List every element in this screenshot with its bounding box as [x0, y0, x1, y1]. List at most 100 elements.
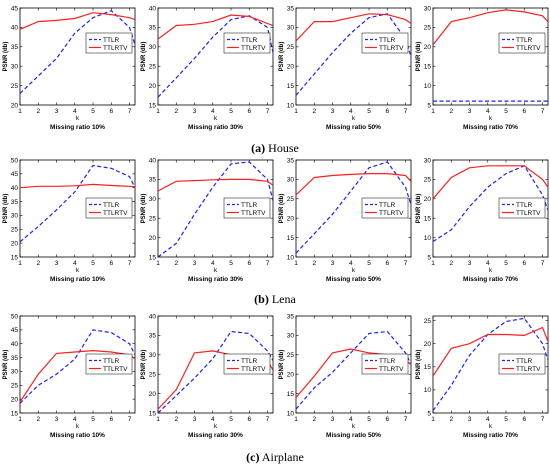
x-tick-label: 2 [312, 260, 316, 267]
legend-entry: TTLR [241, 37, 258, 44]
plot-area [295, 7, 412, 106]
x-tick-label: 1 [156, 108, 160, 115]
y-tick-label: 10 [287, 254, 295, 261]
chart-panel: 5 10 15 20 25 30 1 2 3 4 5 6 7 k Missing ratio 70% PSNR… [416, 157, 549, 283]
x-tick-label: 5 [229, 260, 233, 267]
x-tick-label: 2 [312, 108, 316, 115]
x-tick-label: 5 [367, 260, 371, 267]
y-tick-label: 20 [11, 396, 19, 403]
y-tick-label: 35 [11, 44, 19, 51]
y-tick-label: 35 [149, 25, 157, 32]
x-tick-label: 1 [431, 260, 435, 267]
legend-entry: TTLR [379, 37, 396, 44]
x-tick-label: 7 [266, 416, 270, 423]
y-tick-label: 15 [287, 391, 295, 398]
series-line-ttlr [433, 317, 548, 412]
y-tick-label: 20 [424, 196, 432, 203]
x-tick-label: 4 [211, 260, 215, 267]
x-tick-label: 1 [18, 260, 22, 267]
x-tick-label: 1 [18, 108, 22, 115]
chart-panel: 10 15 20 25 30 35 1 2 3 4 5 6 7 k Missing ratio 50% PSN… [279, 157, 412, 283]
x-tick-label: 5 [367, 416, 371, 423]
x-tick-label: 4 [486, 416, 490, 423]
x-tick-label: 3 [331, 260, 335, 267]
x-tick-label: 2 [36, 416, 40, 423]
y-tick-label: 5 [427, 254, 431, 261]
x-tick-label: 1 [294, 416, 298, 423]
x-tick-label: 4 [486, 260, 490, 267]
legend-entry: TTLRTV [379, 210, 404, 217]
x-tick-label: 1 [431, 108, 435, 115]
series-line-ttlr [20, 164, 135, 243]
y-tick-label: 10 [424, 387, 432, 394]
missing-ratio-label: Missing ratio 70% [463, 432, 518, 439]
chart-panel: 15 20 25 30 35 40 1 2 3 4 5 6 7 k Missing ratio 30% PSN… [141, 157, 274, 283]
x-tick-label: 5 [91, 260, 95, 267]
legend-entry: TTLR [516, 202, 533, 209]
legend-entry: TTLRTV [379, 366, 404, 373]
x-tick-label: 2 [36, 260, 40, 267]
x-axis-label: k [352, 267, 356, 274]
x-tick-label: 1 [431, 416, 435, 423]
y-axis-label: PSNR (db) [141, 350, 147, 380]
y-tick-label: 20 [11, 102, 19, 109]
series-line-ttlrtv [20, 12, 135, 30]
y-axis-label: PSNR (db) [3, 42, 9, 72]
x-tick-label: 7 [128, 108, 132, 115]
x-tick-label: 6 [247, 108, 251, 115]
x-tick-label: 5 [504, 416, 508, 423]
missing-ratio-label: Missing ratio 50% [326, 276, 381, 283]
caption-letter: (c) [246, 450, 260, 464]
legend-entry: TTLRTV [103, 45, 128, 52]
x-tick-label: 7 [541, 416, 545, 423]
y-tick-label: 5 [427, 410, 431, 417]
y-tick-label: 25 [424, 25, 432, 32]
y-tick-label: 30 [149, 196, 157, 203]
chart-panel: 5 10 15 20 25 30 1 2 3 4 5 6 7 k Missing ratio 70% PSNR… [416, 5, 549, 131]
missing-ratio-label: Missing ratio 10% [50, 432, 105, 439]
y-tick-label: 25 [11, 383, 19, 390]
x-tick-label: 7 [128, 416, 132, 423]
y-tick-label: 35 [287, 313, 295, 320]
y-tick-label: 45 [11, 171, 19, 178]
series-line-ttlr [433, 165, 548, 243]
y-axis-label: PSNR (db) [141, 194, 147, 224]
x-tick-label: 3 [193, 260, 197, 267]
missing-ratio-label: Missing ratio 30% [188, 124, 243, 131]
missing-ratio-label: Missing ratio 30% [188, 432, 243, 439]
caption-letter: (a) [251, 141, 266, 155]
y-tick-label: 15 [424, 364, 432, 371]
y-tick-label: 25 [11, 227, 19, 234]
x-tick-label: 6 [522, 108, 526, 115]
x-tick-label: 3 [468, 416, 472, 423]
series-line-ttlr [158, 15, 273, 98]
y-tick-label: 15 [149, 102, 157, 109]
y-tick-label: 10 [424, 83, 432, 90]
y-tick-label: 20 [287, 216, 295, 223]
x-tick-label: 3 [331, 108, 335, 115]
y-tick-label: 25 [149, 372, 157, 379]
y-axis-label: PSNR (db) [416, 42, 422, 72]
legend-entry: TTLR [241, 358, 258, 365]
y-axis-label: PSNR (db) [279, 350, 285, 380]
caption-name: Airplane [261, 450, 304, 464]
x-tick-label: 5 [229, 416, 233, 423]
x-tick-label: 7 [128, 260, 132, 267]
x-tick-label: 6 [247, 260, 251, 267]
x-tick-label: 5 [91, 108, 95, 115]
y-tick-label: 25 [149, 216, 157, 223]
series-line-ttlr [20, 10, 135, 94]
missing-ratio-label: Missing ratio 10% [50, 124, 105, 131]
y-tick-label: 20 [149, 83, 157, 90]
legend-entry: TTLR [379, 358, 396, 365]
caption-name: House [268, 141, 299, 155]
x-tick-label: 4 [349, 416, 353, 423]
y-tick-label: 50 [11, 313, 19, 320]
x-tick-label: 3 [193, 108, 197, 115]
